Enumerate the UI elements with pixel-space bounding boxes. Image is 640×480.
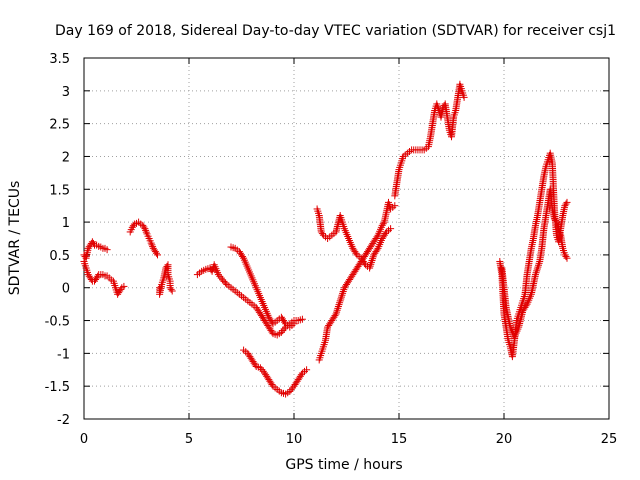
data-point <box>522 302 530 310</box>
data-point <box>338 291 346 299</box>
data-point <box>533 267 541 275</box>
x-tick-label: 5 <box>185 432 193 447</box>
grid <box>84 58 609 419</box>
data-point <box>149 243 157 251</box>
data-point <box>336 299 344 307</box>
y-tick-label: 3.5 <box>49 52 70 67</box>
data-point <box>534 263 542 271</box>
data-point <box>281 318 289 326</box>
data-point <box>290 320 298 328</box>
data-point <box>216 272 224 280</box>
y-tick-label: -1.5 <box>45 380 70 395</box>
data-point <box>256 364 264 372</box>
chart-title: Day 169 of 2018, Sidereal Day-to-day VTE… <box>55 23 616 39</box>
data-point <box>532 271 539 279</box>
data-point <box>147 239 155 247</box>
data-point <box>120 282 128 290</box>
axis-ticks: 0 5 10 15 20 25 -2 -1.5 -1 -0.5 0 0.5 1 1.5 2 2.5 3 3.5 <box>45 52 618 447</box>
data-point <box>117 285 125 293</box>
data-point <box>373 233 381 241</box>
data-point <box>336 297 344 305</box>
data-point <box>563 254 571 262</box>
data-point <box>277 328 285 336</box>
data-point <box>140 223 148 231</box>
y-tick-label: -1 <box>57 347 70 362</box>
data-point <box>142 226 150 234</box>
data-point <box>279 327 287 335</box>
y-axis-label: SDTVAR / TECUs <box>7 181 23 296</box>
data-point <box>337 293 345 301</box>
data-point <box>381 230 389 238</box>
data-point <box>148 241 156 249</box>
data-point <box>286 387 294 395</box>
y-tick-label: -0.5 <box>45 315 70 330</box>
data-point <box>367 258 375 266</box>
data-point <box>562 200 570 208</box>
data-point <box>268 381 276 389</box>
data-point <box>379 220 387 228</box>
data-point <box>352 249 360 257</box>
data-point <box>103 246 111 254</box>
data-point <box>318 230 326 238</box>
data-point <box>142 228 150 236</box>
data-point <box>287 386 295 394</box>
data-point <box>303 366 311 374</box>
data-point <box>373 246 381 254</box>
data-point <box>563 198 571 206</box>
data-point <box>239 253 247 261</box>
data-point <box>89 239 97 247</box>
data-point <box>460 93 468 101</box>
data-point <box>337 295 345 303</box>
data-point <box>167 285 175 293</box>
data-point <box>532 269 540 277</box>
data-point <box>141 225 149 233</box>
data-point <box>533 265 541 273</box>
data-point <box>94 272 102 280</box>
data-point <box>535 261 542 269</box>
x-tick-label: 20 <box>496 432 513 447</box>
data-points <box>80 80 571 398</box>
x-axis-label: GPS time / hours <box>285 457 402 473</box>
y-tick-label: -2 <box>57 413 70 428</box>
data-point <box>168 287 176 295</box>
y-tick-label: 2 <box>62 150 70 165</box>
data-point <box>280 325 288 333</box>
data-point <box>360 259 368 267</box>
data-point <box>368 257 376 265</box>
data-point <box>214 271 222 279</box>
data-point <box>297 371 305 379</box>
data-point <box>387 225 395 233</box>
data-point <box>152 249 160 257</box>
data-point <box>298 315 306 323</box>
y-tick-label: 3 <box>62 85 70 100</box>
data-point <box>334 304 342 312</box>
x-tick-label: 25 <box>601 432 618 447</box>
data-point <box>551 216 559 224</box>
data-point <box>221 279 229 287</box>
y-tick-label: 2.5 <box>49 118 70 133</box>
x-tick-label: 10 <box>286 432 303 447</box>
data-point <box>334 302 342 310</box>
data-point <box>339 289 347 297</box>
y-tick-label: 1.5 <box>49 183 70 198</box>
data-point <box>535 259 543 267</box>
y-tick-label: 0.5 <box>49 249 70 264</box>
data-point <box>562 253 570 261</box>
x-tick-label: 0 <box>80 432 88 447</box>
data-point <box>391 202 399 210</box>
y-tick-label: 0 <box>62 282 70 297</box>
data-point <box>335 301 343 309</box>
data-point <box>331 312 339 320</box>
x-tick-label: 15 <box>391 432 408 447</box>
y-tick-label: 1 <box>62 216 70 231</box>
data-point <box>154 251 161 259</box>
plot-frame <box>83 57 610 420</box>
data-point <box>258 366 266 374</box>
